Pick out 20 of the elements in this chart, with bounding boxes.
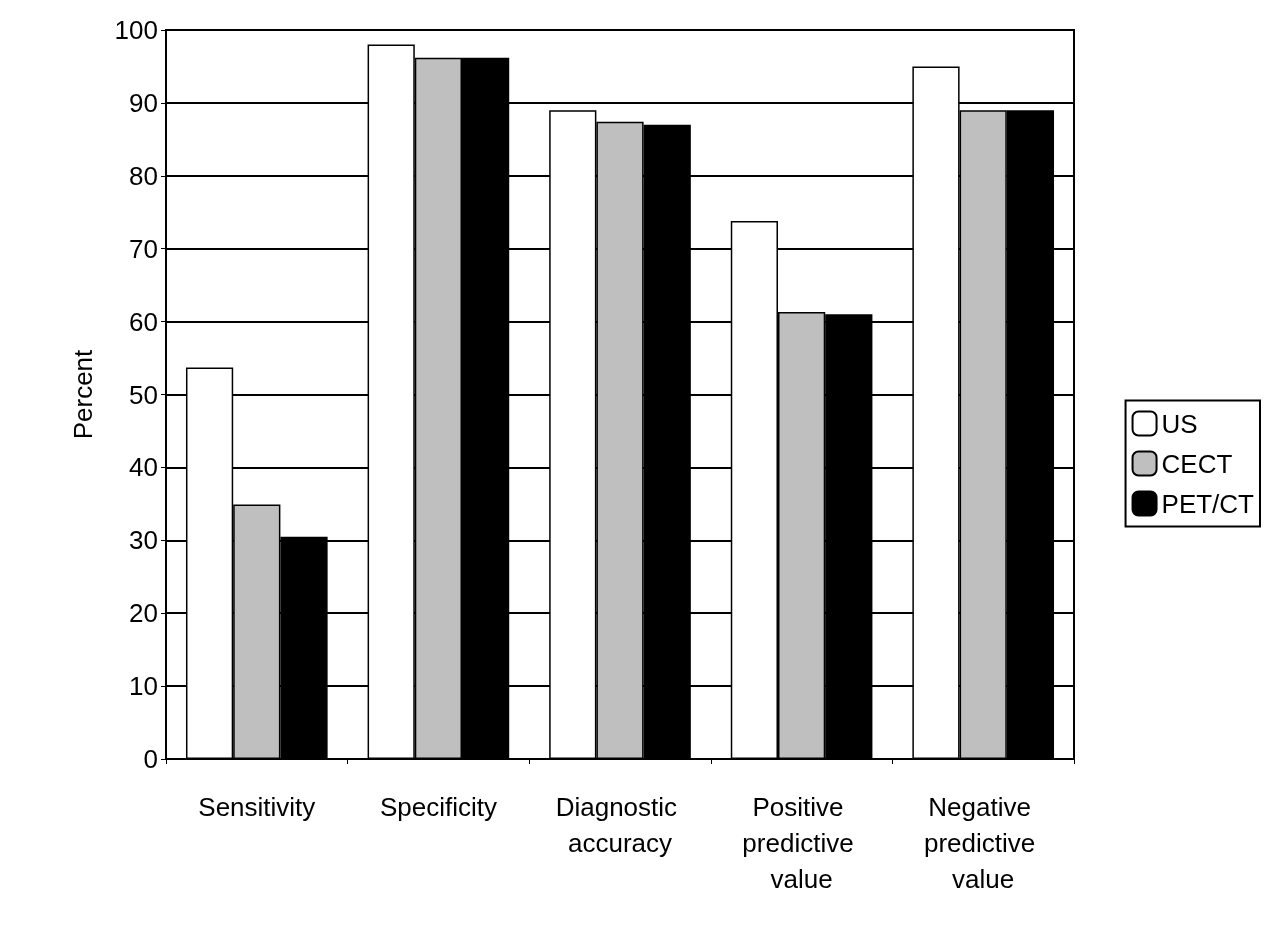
x-tick-label: Sensitivity <box>198 792 316 822</box>
y-tick-label: 70 <box>129 233 158 264</box>
legend-label: US <box>1161 408 1198 439</box>
y-axis-title: Percent <box>68 348 98 440</box>
x-tick-label: Negative predictive value <box>923 792 1043 894</box>
y-tick-label: 20 <box>129 598 158 629</box>
x-tick-label: Specificity <box>379 792 497 822</box>
x-tick-label: Positive predictive value <box>742 792 861 894</box>
y-tick-label: 60 <box>129 306 158 337</box>
y-tick-label: 90 <box>129 87 158 118</box>
y-tick-label: 40 <box>129 452 158 483</box>
legend-label: PET/CT <box>1161 488 1255 519</box>
x-tick-label: Diagnostic accuracy <box>555 792 685 858</box>
y-tick-label: 80 <box>129 160 158 191</box>
y-tick-label: 10 <box>129 671 158 702</box>
y-tick-label: 30 <box>129 525 158 556</box>
y-tick-label: 50 <box>129 379 158 410</box>
y-tick-label: 100 <box>114 15 158 45</box>
y-tick-label: 0 <box>143 744 158 774</box>
legend-label: CECT <box>1161 448 1233 479</box>
